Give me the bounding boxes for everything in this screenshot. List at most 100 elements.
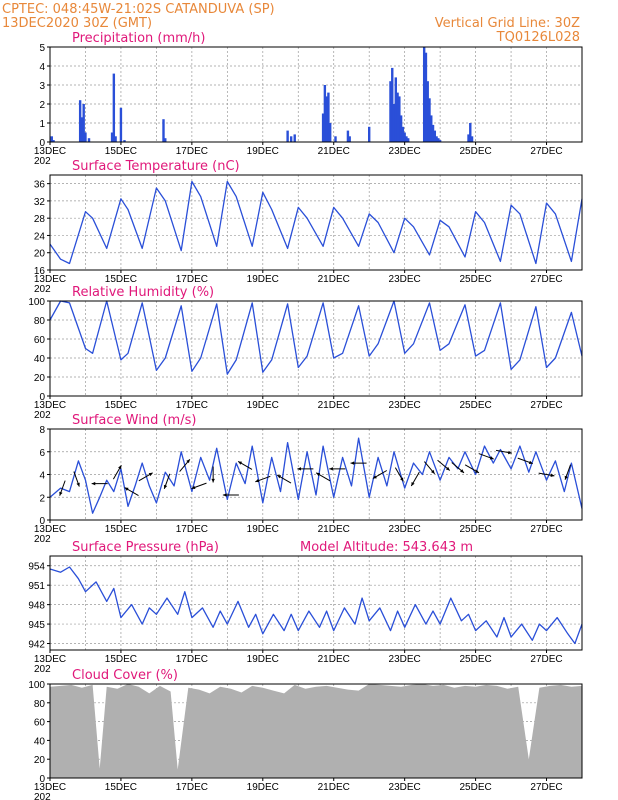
y-tick-label: 3: [39, 81, 45, 92]
y-tick-label: 16: [34, 266, 46, 277]
wind-arrow: [451, 462, 465, 474]
wind-arrow: [517, 457, 533, 465]
panel-title-rh: Relative Humidity (%): [72, 285, 214, 300]
x-tick-label: 19DEC: [247, 146, 279, 157]
x-tick-label: 23DEC: [389, 782, 421, 793]
precip-bar: [438, 140, 442, 142]
y-tick-label: 40: [34, 354, 46, 365]
precip-bar: [435, 136, 438, 142]
precip-bar: [328, 123, 332, 142]
y-tick-label: 100: [28, 680, 45, 691]
precip-bar: [293, 134, 296, 142]
y-tick-label: 2: [39, 100, 45, 111]
precip-bar: [430, 115, 433, 142]
x-tick-label: 25DEC: [459, 524, 491, 535]
wind-arrow: [350, 461, 367, 465]
x-tick-label: 21DEC: [318, 524, 350, 535]
wind-arrow: [437, 459, 451, 471]
wind-arrow: [73, 471, 80, 487]
y-tick-label: 0: [39, 138, 45, 149]
x-year-stub: 202: [34, 792, 51, 800]
precip-bar: [52, 140, 55, 142]
y-tick-label: 2: [39, 493, 45, 504]
panel-press: Surface Pressure (hPa) Model Altitude: 54…: [28, 540, 583, 675]
wind-arrow: [255, 475, 271, 483]
x-tick-label: 13DEC: [34, 654, 66, 665]
y-tick-label: 945: [28, 620, 45, 631]
panel-cloud: Cloud Cover (%) 0 20 40 60 80 100 13DEC 15DEC 17D…: [28, 668, 583, 800]
plot-frame-wind: [49, 428, 583, 521]
y-tick-label: 28: [34, 214, 46, 225]
wind-arrow: [91, 481, 108, 486]
precip-bar: [391, 67, 394, 142]
y-tick-label: 4: [39, 471, 45, 482]
wind-arrow: [464, 464, 480, 474]
x-tick-label: 27DEC: [530, 782, 562, 793]
precip-bar: [405, 136, 408, 142]
y-tick-label: 60: [34, 718, 46, 729]
y-tick-label: 36: [34, 180, 46, 191]
precip-bar: [119, 107, 123, 142]
wind-arrow: [124, 487, 139, 496]
precip-bar: [467, 134, 470, 142]
x-tick-label: 23DEC: [389, 274, 421, 285]
x-tick-label: 23DEC: [389, 524, 421, 535]
x-tick-label: 15DEC: [105, 146, 137, 157]
x-tick-label: 17DEC: [176, 524, 208, 535]
x-tick-label: 25DEC: [459, 146, 491, 157]
precip-bar: [394, 77, 397, 142]
x-tick-label: 17DEC: [176, 654, 208, 665]
cloud-cover-area: [50, 684, 582, 778]
precip-bar: [286, 130, 289, 142]
header-location: CPTEC: 048:45W-21:02S CATANDUVA (SP): [2, 2, 275, 17]
precip-bar: [334, 136, 337, 142]
precip-bar: [407, 138, 410, 142]
precip-bar: [112, 73, 116, 142]
precip-bar: [78, 100, 82, 142]
x-tick-label: 23DEC: [389, 400, 421, 411]
x-tick-label: 13DEC: [34, 274, 66, 285]
x-tick-label: 21DEC: [318, 274, 350, 285]
precip-bar: [368, 126, 371, 142]
precip-bar: [469, 123, 472, 142]
x-tick-label: 27DEC: [530, 524, 562, 535]
x-tick-label: 27DEC: [530, 400, 562, 411]
panel-precip: Precipitation (mm/h) 0 1 2 3 4 5 13DEC 15DEC 17DE…: [34, 31, 583, 167]
header-model: TQ0126L028: [496, 30, 580, 45]
x-tick-label: 27DEC: [530, 654, 562, 665]
precip-bar: [426, 81, 429, 142]
precip-bar: [50, 136, 53, 142]
wind-arrow: [496, 449, 512, 455]
y-tick-label: 20: [34, 373, 46, 384]
y-tick-label: 80: [34, 699, 46, 710]
x-tick-label: 13DEC: [34, 400, 66, 411]
precip-bar: [431, 124, 435, 142]
x-year-stub: 202: [34, 534, 51, 545]
x-tick-label: 27DEC: [530, 146, 562, 157]
plot-frame-cloud: [49, 683, 583, 779]
x-year-stub: 202: [34, 410, 51, 421]
panel-title-cloud: Cloud Cover (%): [72, 668, 178, 683]
precip-bar: [470, 136, 474, 142]
x-tick-label: 17DEC: [176, 400, 208, 411]
precip-bar: [428, 98, 431, 142]
wind-arrow: [564, 464, 572, 480]
panel-title-press: Surface Pressure (hPa): [72, 540, 219, 555]
x-tick-label: 13DEC: [34, 524, 66, 535]
header: CPTEC: 048:45W-21:02S CATANDUVA (SP) 13D…: [2, 2, 580, 45]
series-line-rh: [49, 300, 583, 375]
panel-rh: Relative Humidity (%) 0 20 40 60 80 100 13DEC 15…: [28, 285, 583, 421]
x-tick-label: 25DEC: [459, 400, 491, 411]
y-tick-label: 20: [34, 755, 46, 766]
wind-arrow: [538, 472, 555, 477]
x-tick-label: 15DEC: [105, 782, 137, 793]
panel-temp: Surface Temperature (nC) 16 20 24 28 32 36 13DE…: [34, 159, 583, 295]
x-tick-label: 21DEC: [318, 146, 350, 157]
precip-bar: [84, 132, 87, 142]
wind-arrow: [394, 467, 404, 482]
precip-bar: [403, 132, 406, 142]
precip-bar: [87, 138, 91, 142]
wind-arrow: [297, 467, 314, 471]
y-tick-label: 8: [39, 425, 45, 436]
x-tick-label: 23DEC: [389, 654, 421, 665]
